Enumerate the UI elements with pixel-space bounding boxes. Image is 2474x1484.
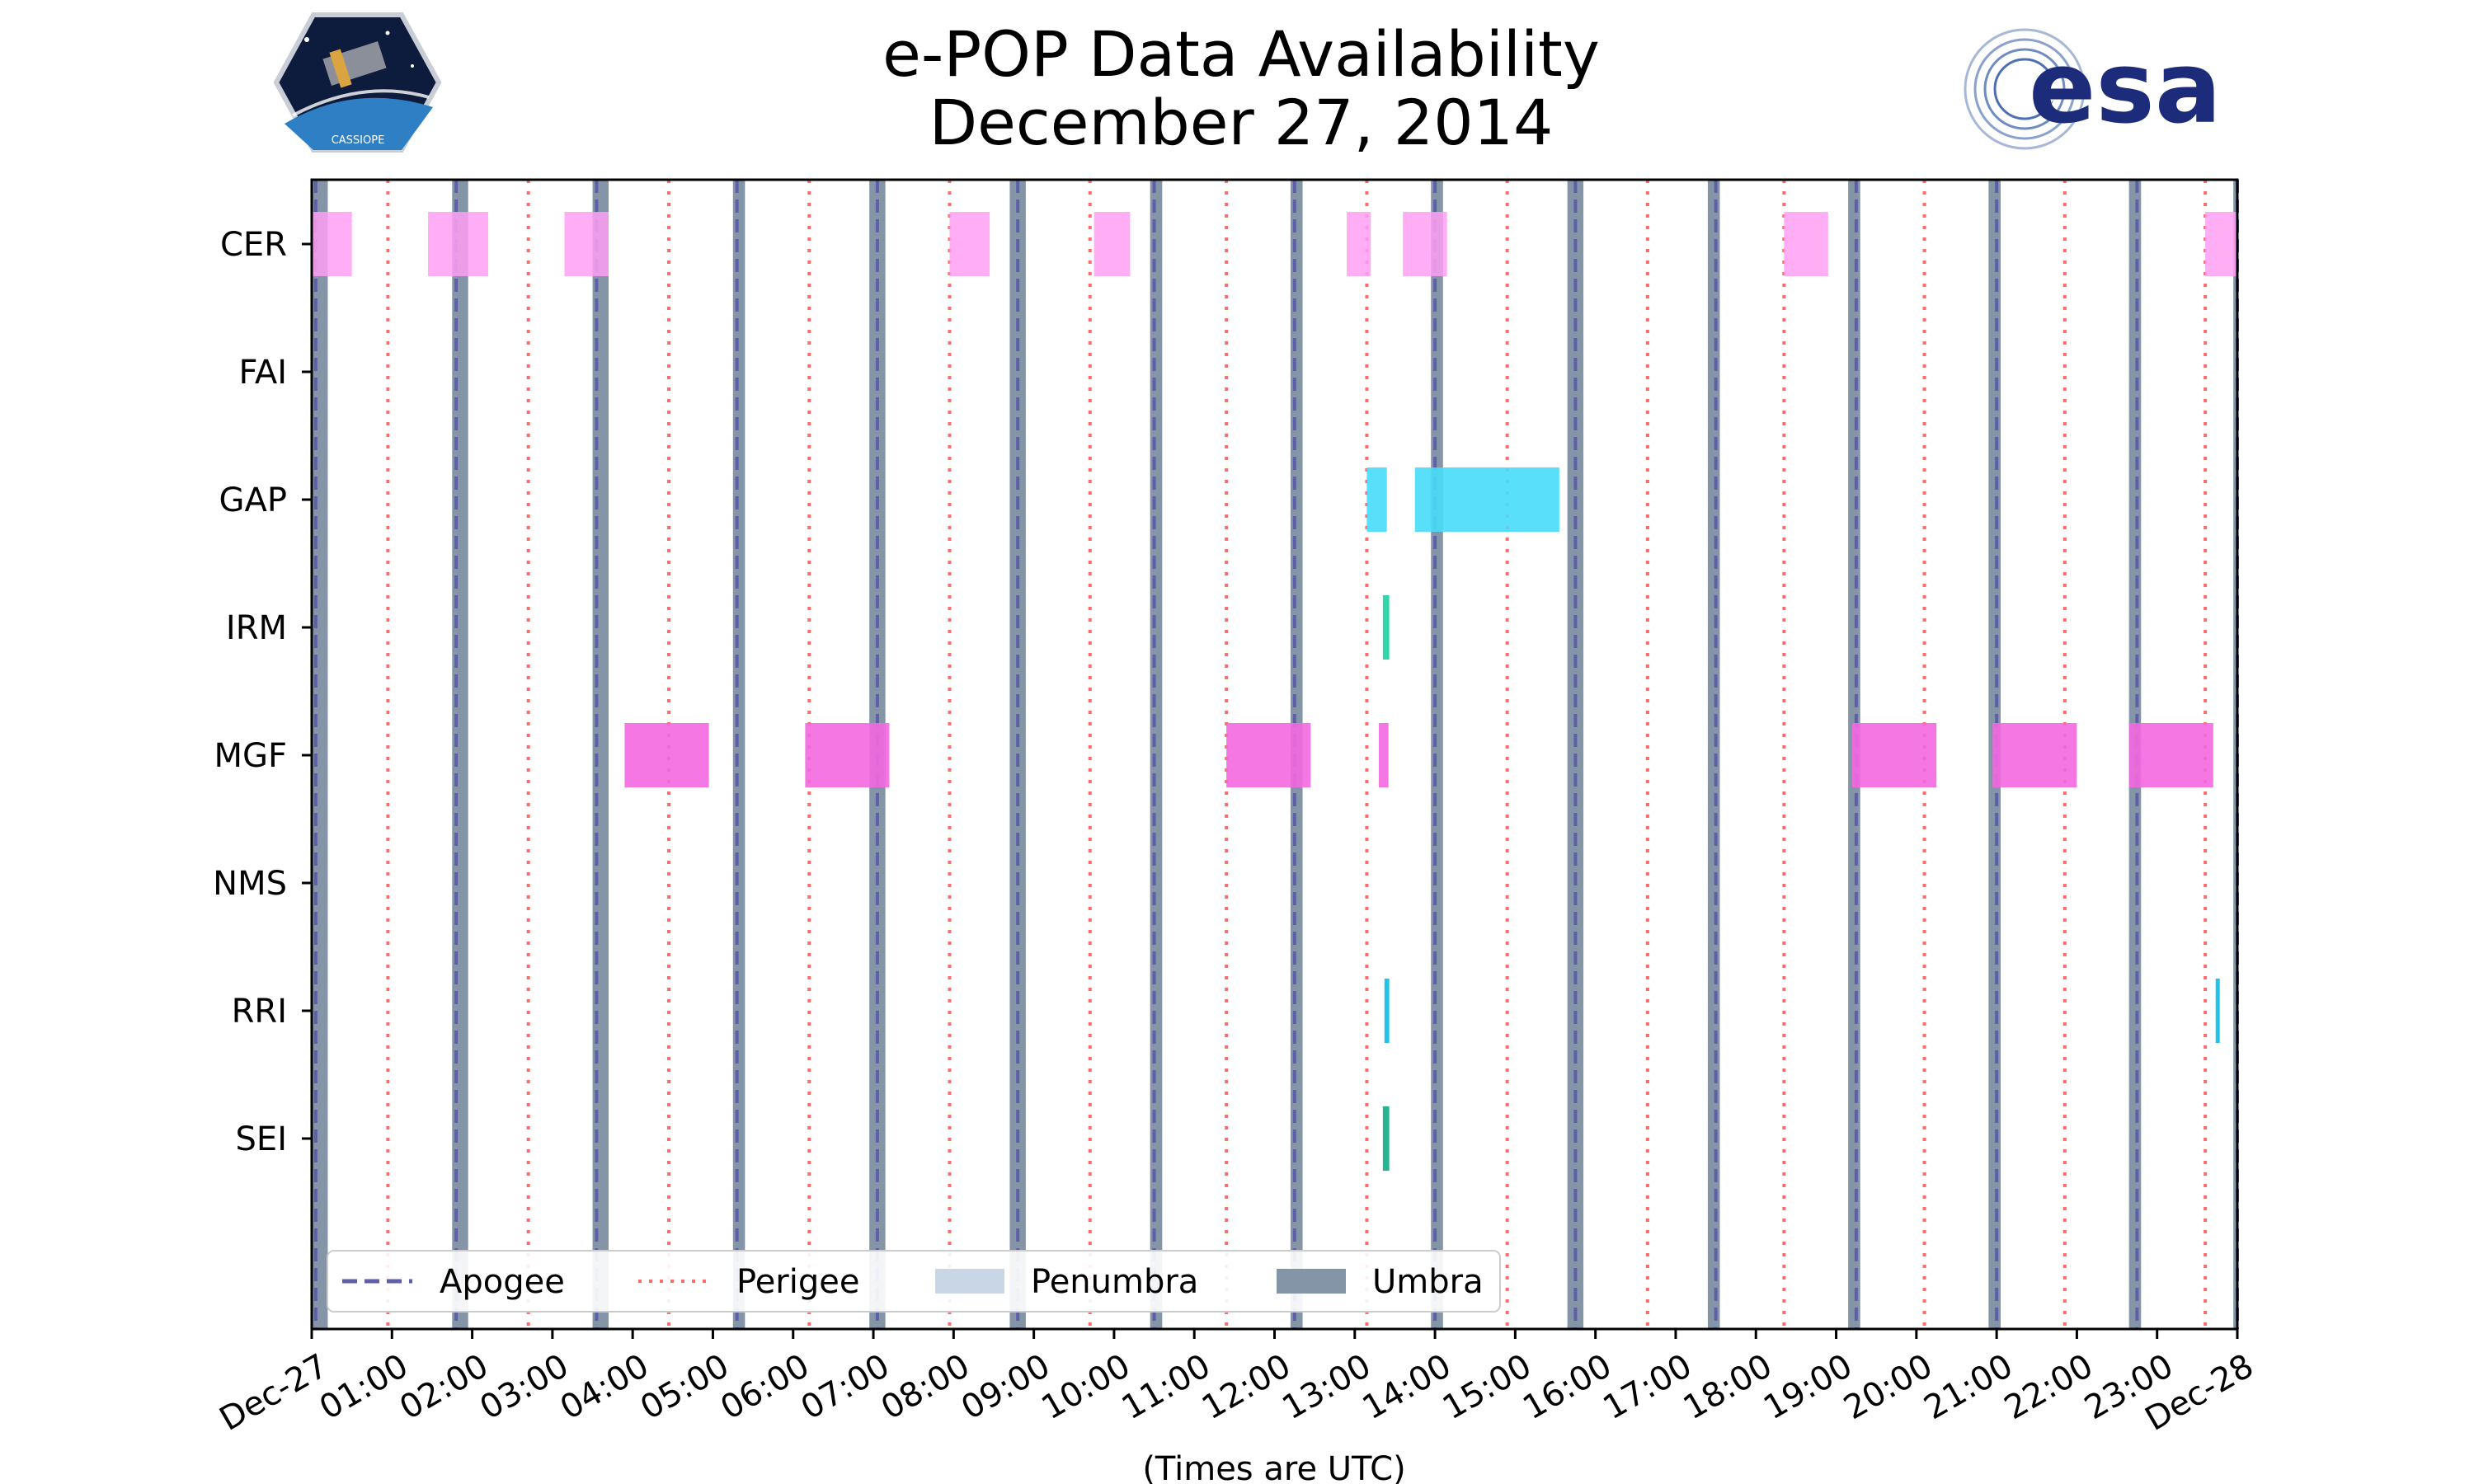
availability-bar-cer (1347, 212, 1371, 276)
legend-box (327, 1250, 1501, 1313)
availability-bar-gap (1366, 467, 1387, 532)
availability-bar-cer (428, 212, 489, 276)
x-tick-label: 10:00 (1035, 1347, 1136, 1427)
x-tick-label: 04:00 (554, 1347, 656, 1427)
availability-bar-gap (1414, 467, 1559, 532)
chart-title-line1: e-POP Data Availability (882, 17, 1600, 91)
y-tick-label-nms: NMS (213, 865, 287, 903)
x-tick-label: 18:00 (1677, 1347, 1779, 1427)
availability-bar-mgf (624, 723, 709, 787)
availability-bar-rri (2215, 979, 2220, 1043)
x-tick-label: 21:00 (1918, 1347, 2020, 1427)
x-tick-label: 08:00 (875, 1347, 976, 1427)
availability-bar-mgf (1378, 723, 1389, 787)
y-axis-ticks: CER FAI GAP IRM MGF NMS RRI SEI (213, 226, 312, 1158)
availability-bar-cer (1403, 212, 1447, 276)
x-tick-label: 11:00 (1116, 1347, 1217, 1427)
cassiope-logo: CASSIOPE (273, 12, 442, 153)
x-tick-label: 07:00 (795, 1347, 896, 1427)
x-tick-label: 19:00 (1757, 1347, 1859, 1427)
y-tick-label-mgf: MGF (214, 737, 287, 775)
chart-title-line2: December 27, 2014 (929, 86, 1554, 159)
availability-bar-cer (949, 212, 990, 276)
availability-bar-cer (1094, 212, 1131, 276)
x-tick-label: 02:00 (393, 1347, 495, 1427)
legend-umbra-label: Umbra (1372, 1263, 1484, 1301)
availability-bar-cer (312, 212, 352, 276)
x-tick-label: 16:00 (1517, 1347, 1618, 1427)
availability-bar-mgf (1992, 723, 2077, 787)
umbra-band (732, 180, 745, 1329)
umbra-band (2233, 180, 2237, 1329)
y-tick-label-irm: IRM (226, 609, 287, 647)
x-tick-label: 17:00 (1597, 1347, 1699, 1427)
x-tick-label: 12:00 (1196, 1347, 1297, 1427)
availability-bar-sei (1382, 1106, 1390, 1171)
legend-penumbra-label: Penumbra (1031, 1263, 1198, 1301)
y-tick-label-cer: CER (220, 226, 287, 264)
availability-bar-rri (1384, 979, 1390, 1043)
availability-bar-cer (2205, 212, 2237, 276)
y-tick-label-fai: FAI (239, 354, 288, 392)
x-tick-label: 01:00 (313, 1347, 415, 1427)
legend-umbra-swatch (1277, 1269, 1346, 1294)
x-tick-label: 20:00 (1837, 1347, 1939, 1427)
esa-logo: esa (1964, 28, 2222, 150)
x-tick-label: 05:00 (634, 1347, 736, 1427)
x-tick-label: 03:00 (473, 1347, 575, 1427)
legend-penumbra-swatch (935, 1269, 1004, 1294)
availability-bar-irm (1382, 595, 1390, 660)
legend: Apogee Perigee Penumbra Umbra (327, 1250, 1501, 1313)
umbra-band (1707, 180, 1720, 1329)
availability-bar-mgf (2128, 723, 2213, 787)
availability-bar-mgf (1226, 723, 1311, 787)
cassiope-badge-text: CASSIOPE (332, 134, 385, 147)
esa-logo-text: esa (2029, 31, 2222, 146)
legend-perigee-label: Perigee (736, 1263, 859, 1301)
x-tick-label: 13:00 (1276, 1347, 1377, 1427)
x-tick-label: 06:00 (714, 1347, 816, 1427)
x-axis-ticks: Dec-2701:0002:0003:0004:0005:0006:0007:0… (214, 1329, 2260, 1439)
y-tick-label-gap: GAP (219, 481, 287, 519)
x-axis-label: (Times are UTC) (1142, 1450, 1405, 1484)
x-tick-label: 22:00 (1998, 1347, 2100, 1427)
availability-bar-mgf (1852, 723, 1937, 787)
y-tick-label-rri: RRI (232, 993, 287, 1031)
umbra-band (1150, 180, 1163, 1329)
y-tick-label-sei: SEI (236, 1120, 287, 1158)
availability-bar-cer (1784, 212, 1828, 276)
legend-apogee-label: Apogee (440, 1263, 565, 1301)
x-tick-label: 15:00 (1437, 1347, 1538, 1427)
x-tick-label: 09:00 (955, 1347, 1056, 1427)
x-tick-label: 14:00 (1357, 1347, 1458, 1427)
availability-bar-cer (564, 212, 609, 276)
availability-bar-mgf (805, 723, 890, 787)
availability-bars (312, 212, 2237, 1171)
umbra-band (1431, 180, 1443, 1329)
